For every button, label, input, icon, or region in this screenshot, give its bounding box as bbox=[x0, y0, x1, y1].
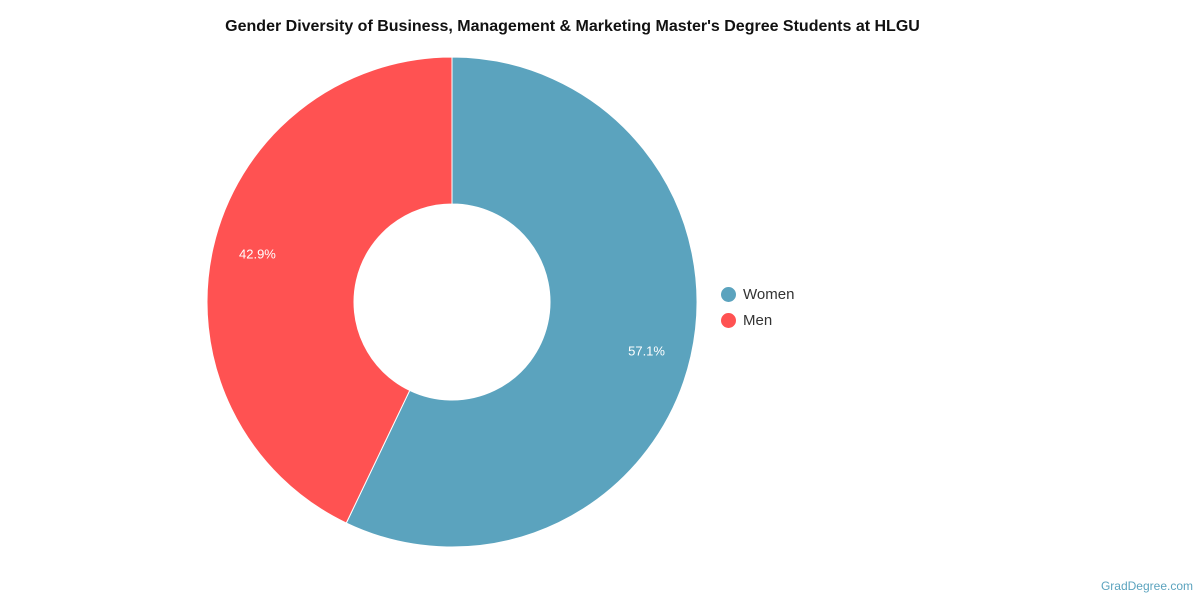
legend-item-women[interactable]: Women bbox=[721, 281, 794, 307]
chart-title: Gender Diversity of Business, Management… bbox=[225, 18, 920, 35]
legend-label-women: Women bbox=[743, 285, 795, 303]
legend-swatch-women bbox=[721, 286, 736, 302]
legend-item-men[interactable]: Men bbox=[721, 307, 794, 333]
legend-swatch-men bbox=[721, 312, 736, 328]
data-label-men: 42.9% bbox=[239, 246, 276, 261]
slice-women[interactable] bbox=[345, 56, 698, 548]
slice-men[interactable] bbox=[206, 56, 453, 524]
legend: Women Men bbox=[721, 281, 794, 333]
data-label-women: 57.1% bbox=[628, 344, 665, 359]
legend-label-men: Men bbox=[743, 311, 773, 329]
credit-link[interactable]: GradDegree.com bbox=[1100, 579, 1193, 593]
